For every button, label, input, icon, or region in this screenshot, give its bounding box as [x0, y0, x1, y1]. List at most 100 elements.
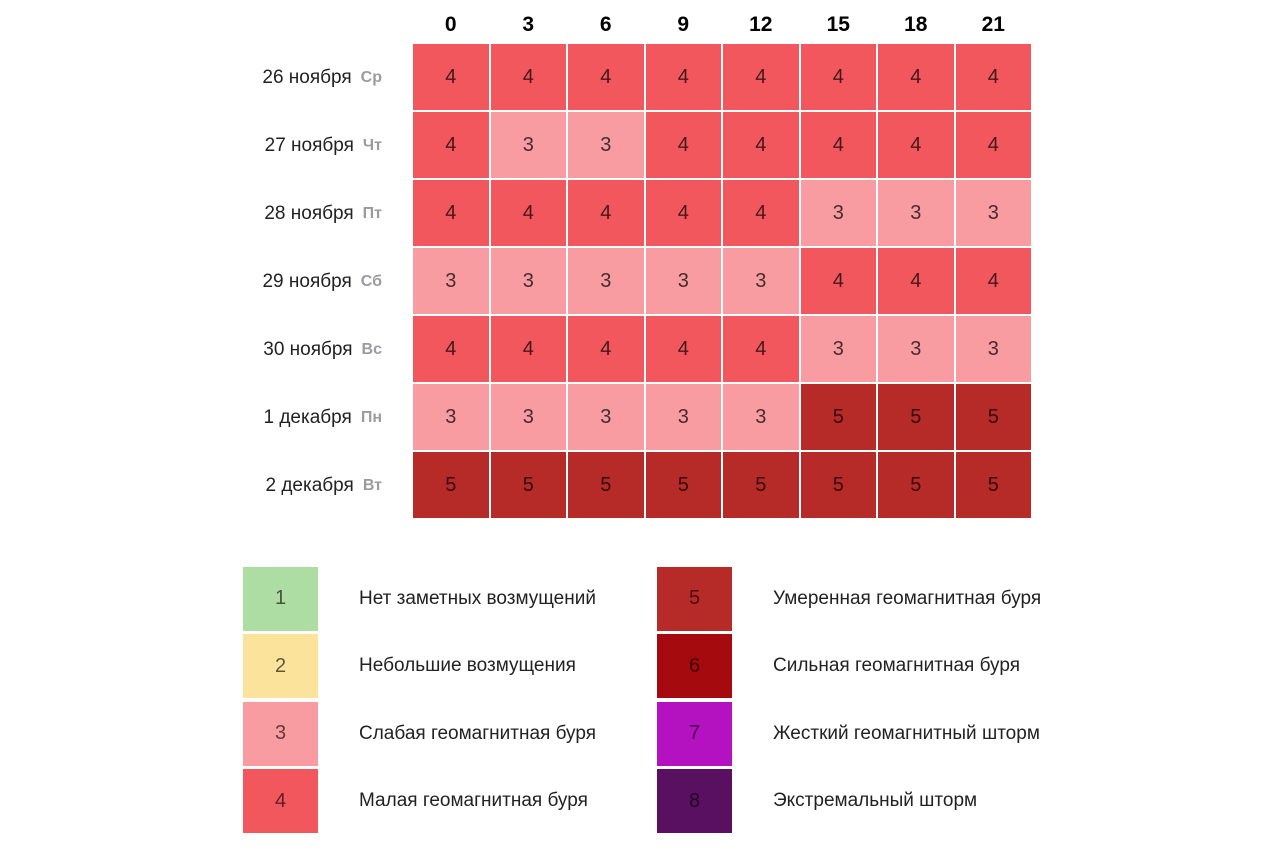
hour-label: 3: [522, 13, 535, 36]
row-weekday: Чт: [362, 137, 382, 154]
kp-cell: 3: [490, 384, 566, 450]
row-date: 30 ноября: [263, 339, 353, 360]
kp-cell: 5: [800, 452, 876, 518]
legend-swatch: 5: [657, 566, 732, 631]
kp-cell: 4: [568, 44, 644, 110]
kp-cell: 4: [490, 180, 566, 246]
kp-cell: 4: [800, 44, 876, 110]
legend-swatch: 8: [657, 769, 732, 834]
kp-cell: 3: [878, 180, 954, 246]
legend-item: 5 Умеренная геомагнитная буря: [657, 565, 1041, 633]
hour-label: 15: [826, 13, 850, 36]
kp-cell: 4: [955, 248, 1031, 314]
legend-swatch: 3: [243, 701, 318, 766]
kp-cell: 4: [723, 180, 799, 246]
kp-cell: 3: [878, 316, 954, 382]
kp-cell: 4: [568, 316, 644, 382]
kp-cell: 3: [800, 316, 876, 382]
legend-column-left: 1 Нет заметных возмущений 2 Небольшие возму…: [243, 565, 596, 835]
kp-cell: 4: [490, 44, 566, 110]
row-date: 28 ноября: [264, 203, 354, 224]
kp-cell: 3: [645, 248, 721, 314]
kp-cell: 5: [955, 452, 1031, 518]
legend-item: 2 Небольшие возмущения: [243, 633, 596, 701]
row-label: 1 декабря Пн: [0, 384, 383, 452]
row-date: 27 ноября: [264, 135, 354, 156]
kp-cell: 4: [800, 248, 876, 314]
hour-label: 0: [444, 13, 457, 36]
hour-label: 12: [749, 13, 773, 36]
hour-label: 6: [599, 13, 612, 36]
hours-header: 0 3 6 9 12 15 18 21: [413, 10, 1031, 40]
row-weekday: Пн: [360, 409, 382, 426]
legend-swatch: 2: [243, 634, 318, 699]
kp-cell: 3: [568, 112, 644, 178]
kp-cell: 4: [413, 44, 489, 110]
legend-item: 3 Слабая геомагнитная буря: [243, 700, 596, 768]
kp-cell: 4: [723, 316, 799, 382]
kp-cell: 5: [413, 452, 489, 518]
legend-label: Умеренная геомагнитная буря: [773, 587, 1042, 609]
row-weekday: Вс: [361, 341, 382, 358]
row-date: 1 декабря: [263, 407, 352, 428]
kp-cell: 4: [645, 316, 721, 382]
legend-label: Нет заметных возмущений: [359, 587, 596, 609]
kp-cell: 3: [955, 316, 1031, 382]
row-label: 30 ноября Вс: [0, 316, 382, 384]
kp-cell: 5: [800, 384, 876, 450]
hour-label: 9: [677, 13, 690, 36]
legend-swatch: 7: [657, 701, 732, 766]
hour-label: 21: [981, 13, 1005, 36]
row-label: 2 декабря Вт: [0, 452, 382, 520]
kp-cell: 4: [413, 112, 489, 178]
kp-cell: 4: [568, 180, 644, 246]
kp-cell: 5: [878, 452, 954, 518]
kp-cell: 4: [800, 112, 876, 178]
kp-cell: 3: [723, 384, 799, 450]
kp-cell: 3: [568, 384, 644, 450]
kp-cell: 3: [490, 112, 566, 178]
kp-cell: 3: [568, 248, 644, 314]
kp-cell: 4: [878, 248, 954, 314]
date-row-labels: 26 ноября Ср 27 ноября Чт 28 ноября Пт 29 нояб…: [0, 44, 382, 520]
kp-cell: 4: [723, 112, 799, 178]
kp-cell: 4: [645, 112, 721, 178]
legend-label: Небольшие возмущения: [359, 655, 576, 677]
row-date: 29 ноября: [262, 271, 352, 292]
kp-cell: 4: [723, 44, 799, 110]
row-weekday: Ср: [360, 69, 382, 86]
kp-cell: 4: [413, 180, 489, 246]
row-label: 29 ноября Сб: [0, 248, 382, 316]
legend-label: Экстремальный шторм: [773, 790, 978, 812]
kp-cell: 5: [955, 384, 1031, 450]
row-date: 26 ноября: [262, 67, 352, 88]
kp-cell: 4: [413, 316, 489, 382]
hour-label: 18: [904, 13, 928, 36]
row-weekday: Вт: [362, 477, 382, 494]
kp-cell: 3: [413, 248, 489, 314]
legend-item: 6 Сильная геомагнитная буря: [657, 633, 1041, 701]
legend-label: Жесткий геомагнитный шторм: [773, 722, 1040, 744]
legend-label: Малая геомагнитная буря: [359, 790, 588, 812]
kp-cell: 5: [490, 452, 566, 518]
kp-cell: 5: [878, 384, 954, 450]
legend-item: 4 Малая геомагнитная буря: [243, 768, 596, 836]
legend-swatch: 1: [243, 566, 318, 631]
kp-cell: 3: [955, 180, 1031, 246]
legend-swatch: 4: [243, 769, 318, 834]
kp-cell: 3: [645, 384, 721, 450]
kp-cell: 3: [413, 384, 489, 450]
legend-item: 7 Жесткий геомагнитный шторм: [657, 700, 1041, 768]
legend-swatch: 6: [657, 634, 732, 699]
kp-cell: 5: [723, 452, 799, 518]
kp-cell: 4: [955, 44, 1031, 110]
row-date: 2 декабря: [265, 475, 354, 496]
kp-cell: 3: [723, 248, 799, 314]
row-weekday: Пт: [362, 205, 382, 222]
legend-label: Слабая геомагнитная буря: [359, 722, 596, 744]
row-label: 26 ноября Ср: [0, 44, 382, 112]
kp-cell: 4: [645, 44, 721, 110]
legend-label: Сильная геомагнитная буря: [773, 655, 1020, 677]
